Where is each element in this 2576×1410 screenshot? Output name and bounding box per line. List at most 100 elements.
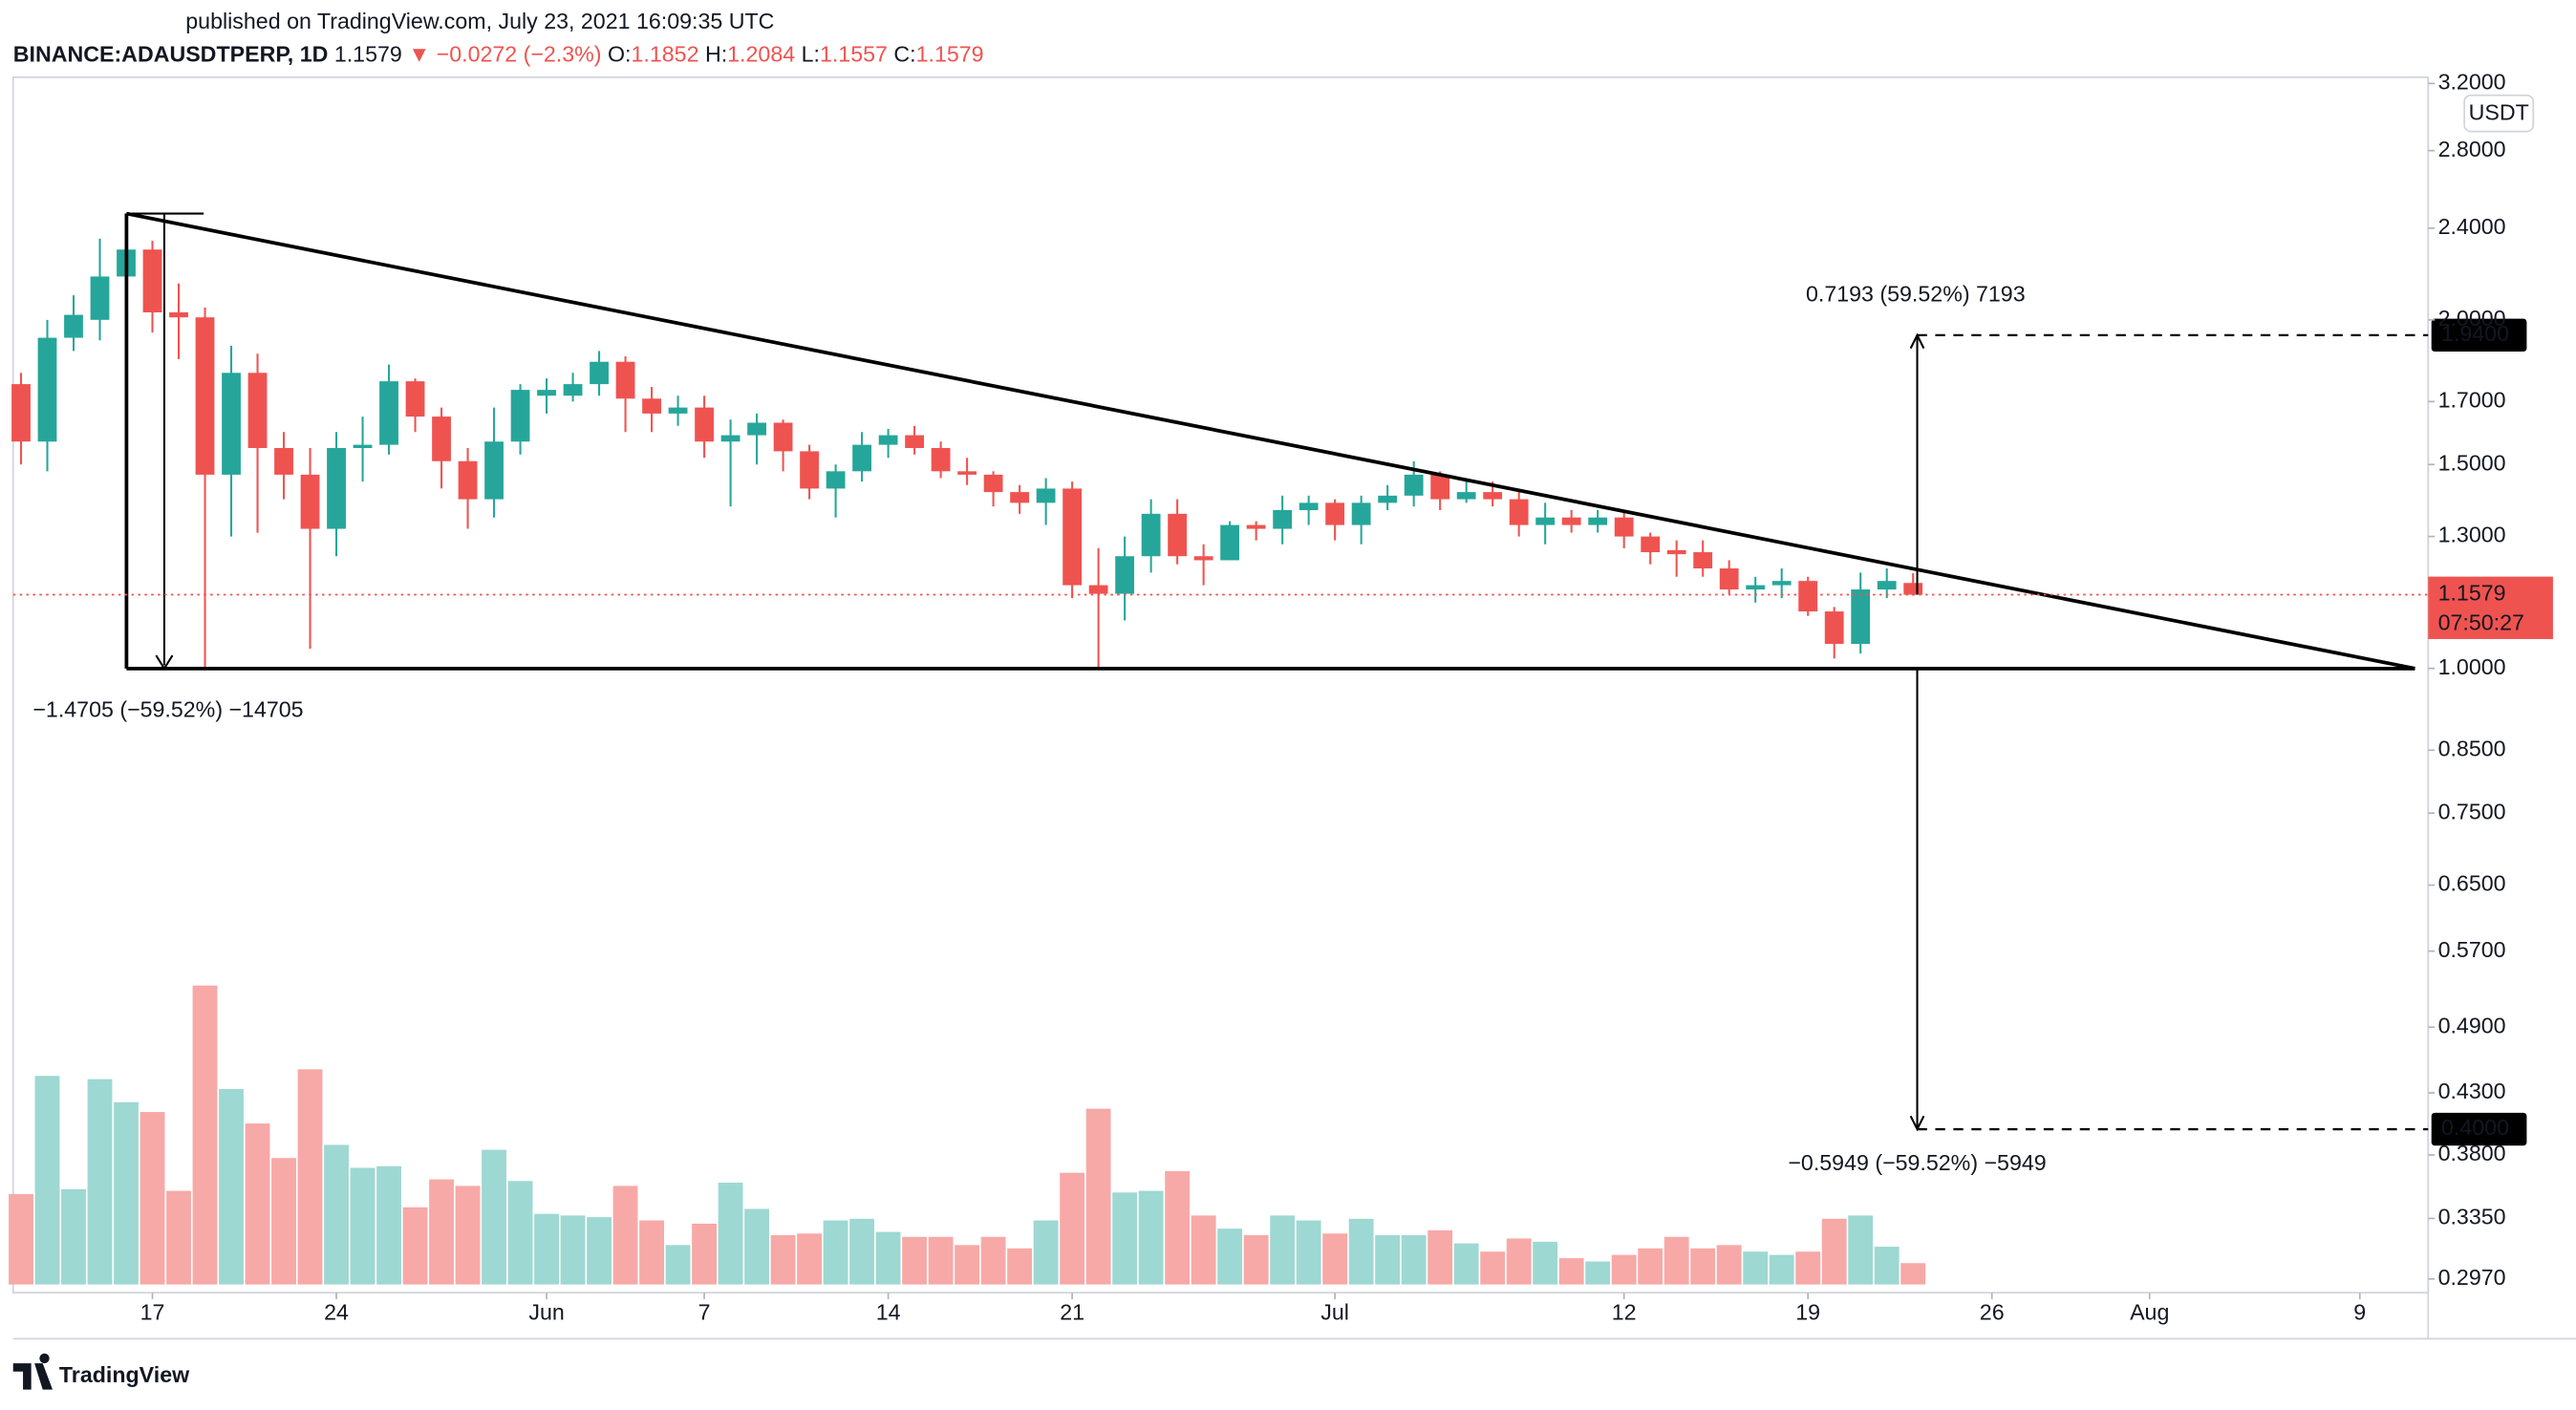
volume-bar	[665, 1245, 691, 1285]
candle-body	[773, 422, 793, 452]
candle-body	[957, 471, 977, 475]
candle-body	[1851, 589, 1871, 645]
upper-trendline	[126, 211, 2415, 671]
candle-body	[1246, 524, 1266, 529]
target-label: 1.9400	[2441, 321, 2509, 346]
volume-bar	[1138, 1190, 1164, 1285]
volume-bar	[1506, 1238, 1532, 1285]
volume-bar	[1322, 1233, 1348, 1285]
candle-body	[432, 417, 451, 461]
volume-bar	[1296, 1220, 1321, 1285]
candle-body	[1141, 513, 1161, 557]
candle-body	[1746, 585, 1766, 590]
volume-bar	[1900, 1263, 1926, 1285]
volume-bar	[955, 1245, 980, 1285]
volume-bar	[114, 1101, 139, 1285]
volume-bar	[1270, 1215, 1296, 1285]
volume-bar	[507, 1181, 533, 1285]
candle-body	[169, 311, 188, 318]
x-tick-label: 21	[1060, 1300, 1084, 1325]
candle-body	[615, 361, 635, 399]
volume-bar	[1558, 1258, 1584, 1285]
volume-bar	[560, 1215, 586, 1285]
candle-body	[1010, 492, 1030, 503]
y-tick-label: 2.0000	[2438, 306, 2506, 331]
volume-bar	[455, 1186, 481, 1285]
x-tick-label: 17	[140, 1300, 165, 1325]
y-tick-label: 0.6500	[2438, 871, 2506, 896]
candle-body	[1088, 585, 1108, 594]
y-tick-label: 1.3000	[2438, 523, 2506, 547]
y-tick-label: 0.5700	[2438, 937, 2506, 962]
volume-bar	[166, 1190, 191, 1285]
y-tick-label: 0.7500	[2438, 799, 2506, 823]
y-tick-label: 0.4900	[2438, 1013, 2506, 1037]
volume-bar	[402, 1207, 428, 1285]
candle-body	[537, 390, 556, 396]
candle-body	[300, 474, 320, 529]
volume-bar	[1428, 1229, 1453, 1285]
volume-bar	[324, 1144, 349, 1285]
y-tick-label: 1.7000	[2438, 387, 2506, 412]
volume-bar	[271, 1158, 296, 1285]
volume-bar	[612, 1186, 638, 1285]
currency-box[interactable]	[2463, 94, 2535, 133]
candle-body	[1351, 502, 1371, 525]
drawings	[124, 211, 2415, 671]
o-label: O:	[608, 42, 632, 67]
candle-body	[274, 448, 293, 475]
candle-body	[747, 422, 766, 436]
volume-bar	[1795, 1251, 1821, 1285]
y-tick-label: 1.5000	[2438, 450, 2506, 475]
x-tick-label: 14	[876, 1300, 901, 1325]
volume-bar	[1821, 1218, 1847, 1285]
candle-body	[247, 373, 268, 449]
target-label: 0.4000	[2441, 1115, 2509, 1140]
candle-body	[1509, 499, 1529, 525]
volume-bar	[1348, 1218, 1374, 1285]
h-label: H:	[705, 42, 727, 67]
candle-body	[90, 276, 110, 320]
candle-body	[1535, 517, 1556, 525]
candle-body	[1483, 492, 1503, 500]
volume-bar	[692, 1223, 718, 1285]
candle-body	[1299, 502, 1319, 510]
volume-bar	[1480, 1251, 1506, 1285]
candle-body	[852, 444, 871, 472]
volume-bar	[823, 1220, 848, 1285]
candle-body	[11, 384, 31, 442]
candles	[11, 217, 1923, 669]
candle-body	[1903, 583, 1923, 595]
candle-body	[1378, 495, 1398, 503]
candle-body	[563, 384, 583, 396]
volume-bar	[928, 1236, 954, 1285]
close: 1.1579	[916, 42, 984, 67]
volume-bar	[482, 1149, 506, 1285]
volume-bar	[770, 1235, 796, 1285]
candle-body	[379, 381, 398, 445]
x-tick-label: Jul	[1320, 1300, 1349, 1325]
volume-bar	[1638, 1248, 1664, 1285]
volume-bar	[902, 1236, 928, 1285]
y-tick-label: 1.0000	[2438, 654, 2506, 679]
candle-body	[1693, 552, 1713, 569]
volume-bar	[1664, 1236, 1689, 1285]
target-box	[2431, 318, 2527, 352]
volume-bar	[1690, 1248, 1716, 1285]
y-tick-label: 2.8000	[2438, 137, 2506, 161]
volume-bar	[245, 1123, 270, 1285]
volume-bar	[980, 1236, 1006, 1285]
volume-bar	[1007, 1248, 1033, 1285]
volume-bar	[744, 1208, 770, 1285]
volume-bar	[350, 1167, 376, 1285]
open: 1.1852	[632, 42, 699, 67]
candle-body	[510, 390, 530, 442]
volume-bar	[718, 1182, 743, 1285]
candle-body	[195, 317, 215, 475]
volume-bar	[1217, 1228, 1243, 1285]
candle-body	[878, 435, 898, 445]
volume-bar	[34, 1076, 60, 1285]
candle-body	[1430, 474, 1450, 500]
volume-bar	[1743, 1251, 1769, 1285]
